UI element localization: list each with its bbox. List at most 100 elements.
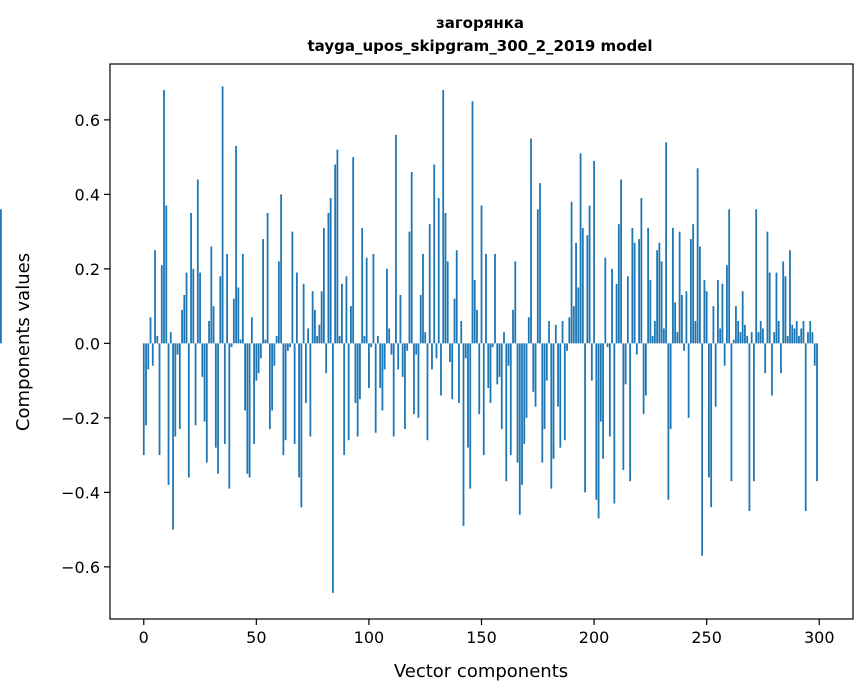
bar-component-175: [536, 209, 539, 344]
bar-component-214: [624, 343, 627, 385]
bar-component-231: [662, 328, 665, 344]
bar-component-180: [548, 321, 550, 344]
bar-component-297: [811, 332, 814, 344]
bar-component-282: [777, 321, 780, 344]
bar-component-16: [178, 343, 181, 430]
bar-component-266: [741, 291, 744, 344]
bar-component-295: [807, 332, 809, 344]
bar-component-207: [608, 343, 611, 437]
bar-component-247: [699, 246, 701, 344]
bar-component-160: [503, 332, 505, 344]
bar-component-276: [764, 343, 767, 374]
bar-component-10: [165, 205, 168, 344]
bar-component-213: [622, 343, 625, 470]
bar-component-79: [320, 291, 323, 344]
bar-component-255: [717, 280, 719, 344]
bar-component-76: [313, 309, 316, 344]
bar-component-133: [442, 90, 445, 344]
bar-component-219: [635, 343, 638, 355]
bar-component-64: [286, 343, 289, 351]
bar-component-13: [172, 343, 174, 530]
bar-component-135: [446, 261, 449, 344]
bar-component-5: [154, 250, 156, 344]
bar-component-246: [696, 168, 699, 344]
bar-component-47: [248, 343, 251, 478]
bar-component-177: [541, 343, 544, 463]
bar-component-62: [282, 343, 285, 456]
x-tick-label: 0: [139, 628, 149, 647]
bar-component-97: [361, 227, 364, 344]
bar-component-150: [480, 205, 483, 344]
bar-component-0: [142, 343, 145, 456]
bar-component-134: [444, 212, 447, 344]
bar-component-293: [802, 321, 805, 344]
bar-component-244: [692, 224, 695, 344]
bar-component-218: [633, 242, 636, 344]
bar-component-93: [352, 157, 355, 344]
bar-component-25: [199, 272, 201, 344]
bar-component-290: [795, 321, 798, 344]
bar-component-257: [721, 283, 724, 344]
bar-component-153: [487, 343, 490, 389]
bar-component-193: [577, 287, 580, 344]
bar-component-267: [744, 324, 746, 344]
bar-component-268: [746, 335, 749, 344]
bar-component-46: [246, 343, 249, 474]
bar-component-194: [579, 153, 582, 344]
bar-component-142: [462, 343, 465, 526]
bar-component-206: [606, 343, 609, 348]
bar-component-274: [759, 321, 762, 344]
bar-component-28: [205, 343, 208, 463]
x-tick-label: 50: [246, 628, 266, 647]
bar-component-52: [259, 343, 262, 359]
bar-component-75: [311, 291, 314, 344]
bar-component-191: [572, 306, 575, 344]
bar-component-29: [208, 321, 210, 344]
bar-component-224: [647, 227, 650, 344]
bar-component-138: [453, 298, 456, 344]
bar-component-260: [728, 209, 731, 344]
bar-component-172: [530, 138, 532, 344]
x-axis-label: Vector components: [394, 661, 568, 682]
bar-component-147: [473, 280, 476, 344]
bar-component-116: [404, 343, 406, 430]
bar-component-123: [419, 294, 422, 344]
bar-component-88: [341, 283, 343, 344]
bar-component-51: [257, 343, 260, 374]
bar-component-20: [187, 343, 190, 478]
bar-component-69: [298, 343, 301, 478]
bar-component-120: [413, 343, 415, 415]
bar-component-280: [773, 332, 776, 344]
bar-component-294: [804, 343, 807, 511]
bar-component-262: [732, 339, 735, 344]
bar-component-132: [440, 343, 442, 396]
chart-subtitle: tayga_upos_skipgram_300_2_2019 model: [308, 37, 653, 55]
bar-component-283: [780, 343, 782, 374]
bar-component-113: [397, 343, 400, 370]
y-tick-label: −0.4: [61, 483, 100, 502]
bar-component-173: [532, 343, 535, 392]
bar-component-149: [478, 343, 481, 415]
bar-component-235: [671, 227, 674, 344]
bar-component-215: [626, 276, 629, 344]
bar-component-143: [464, 343, 467, 359]
bar-component-144: [467, 343, 469, 448]
bar-component-78: [318, 324, 321, 344]
bar-component-233: [667, 343, 670, 500]
bar-component-166: [516, 343, 519, 463]
bar-component-163: [509, 343, 512, 456]
bar-component-271: [753, 343, 755, 482]
bar-component-72: [304, 343, 307, 403]
bar-component-139: [455, 250, 458, 344]
bar-component-234: [669, 343, 672, 430]
y-tick-label: −0.6: [61, 558, 100, 577]
bar-component-37: [226, 253, 228, 344]
bar-component-161: [505, 343, 508, 482]
bar-component-165: [514, 261, 517, 344]
bar-component-156: [494, 253, 496, 344]
y-axis-ticks: −0.6 −0.4 −0.2 0.0 0.2 0.4 0.6: [61, 111, 110, 577]
bar-component-289: [793, 328, 796, 344]
bar-component-204: [602, 343, 604, 459]
